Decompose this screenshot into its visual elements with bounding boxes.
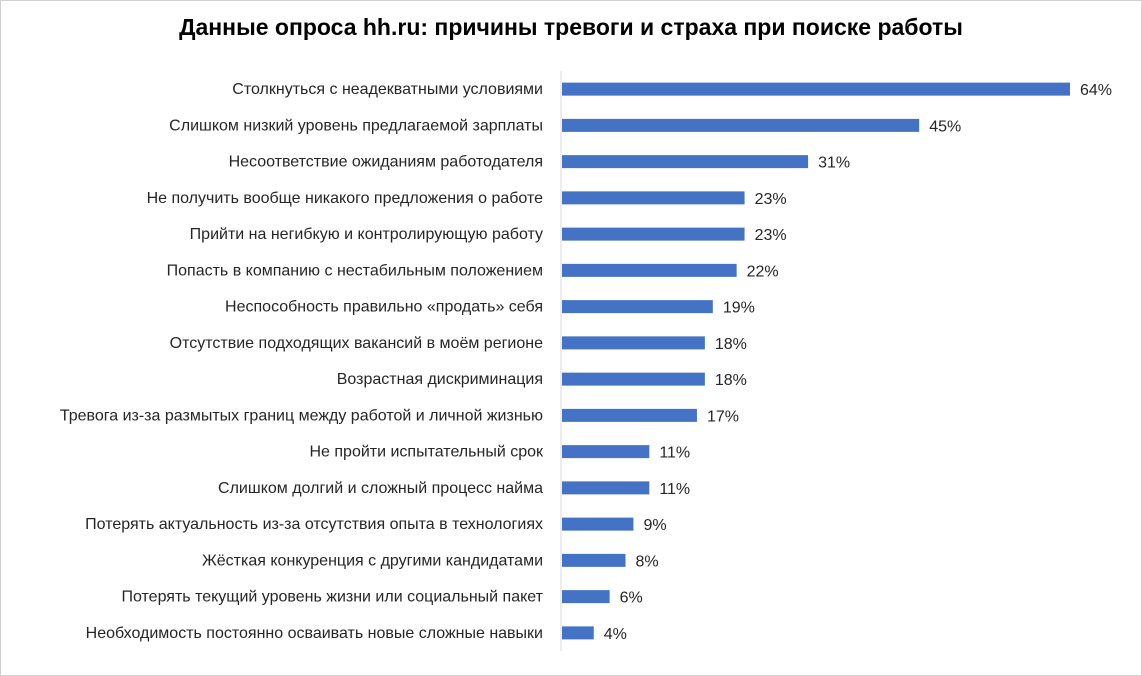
bar bbox=[562, 155, 809, 169]
value-label: 6% bbox=[620, 590, 643, 607]
value-label: 23% bbox=[755, 227, 787, 244]
bar bbox=[562, 445, 650, 459]
bar bbox=[562, 191, 745, 205]
category-label: Неспособность правильно «продать» себя bbox=[225, 299, 543, 316]
bar bbox=[562, 481, 650, 495]
value-label: 31% bbox=[818, 155, 850, 172]
value-label: 11% bbox=[659, 481, 690, 498]
category-label: Потерять актуальность из-за отсутствия о… bbox=[85, 516, 543, 533]
category-label: Потерять текущий уровень жизни или социа… bbox=[121, 589, 543, 606]
bar bbox=[562, 263, 737, 277]
value-label: 4% bbox=[604, 626, 627, 643]
value-label: 11% bbox=[659, 445, 690, 462]
value-label: 8% bbox=[636, 553, 659, 570]
bars-group: Столкнуться с неадекватными условиями 64%… bbox=[60, 81, 1112, 643]
chart-title: Данные опроса hh.ru: причины тревоги и с… bbox=[179, 14, 963, 40]
bar bbox=[562, 227, 745, 241]
bar bbox=[562, 590, 610, 604]
category-label: Отсутствие подходящих вакансий в моём ре… bbox=[170, 335, 543, 352]
category-label: Попасть в компанию с нестабильным положе… bbox=[167, 262, 543, 279]
value-label: 18% bbox=[715, 336, 747, 353]
bar bbox=[562, 336, 705, 350]
bar bbox=[562, 408, 697, 422]
value-label: 23% bbox=[755, 191, 787, 208]
value-label: 17% bbox=[707, 408, 739, 425]
value-label: 18% bbox=[715, 372, 747, 389]
bar bbox=[562, 118, 920, 132]
value-label: 45% bbox=[929, 118, 961, 135]
category-label: Столкнуться с неадекватными условиями bbox=[232, 81, 543, 98]
category-label: Жёсткая конкуренция с другими кандидатам… bbox=[202, 552, 543, 569]
value-label: 19% bbox=[723, 300, 755, 317]
bar bbox=[562, 300, 713, 314]
category-label: Слишком низкий уровень предлагаемой зарп… bbox=[169, 117, 543, 134]
category-label: Тревога из-за размытых границ между рабо… bbox=[60, 407, 543, 424]
bar bbox=[562, 517, 634, 531]
bar bbox=[562, 553, 626, 567]
category-label: Несоответствие ожиданиям работодателя bbox=[229, 154, 543, 171]
category-label: Возрастная дискриминация bbox=[337, 371, 543, 388]
category-label: Не получить вообще никакого предложения … bbox=[147, 190, 544, 207]
category-label: Слишком долгий и сложный процесс найма bbox=[218, 480, 543, 497]
category-label: Необходимость постоянно осваивать новые … bbox=[86, 625, 543, 642]
value-label: 64% bbox=[1080, 82, 1112, 99]
bar bbox=[562, 626, 594, 640]
category-label: Не пройти испытательный срок bbox=[309, 444, 544, 461]
bar bbox=[562, 372, 705, 386]
value-label: 9% bbox=[643, 517, 666, 534]
category-label: Прийти на негибкую и контролирующую рабо… bbox=[190, 226, 543, 243]
bar bbox=[562, 82, 1070, 96]
value-label: 22% bbox=[747, 263, 779, 280]
